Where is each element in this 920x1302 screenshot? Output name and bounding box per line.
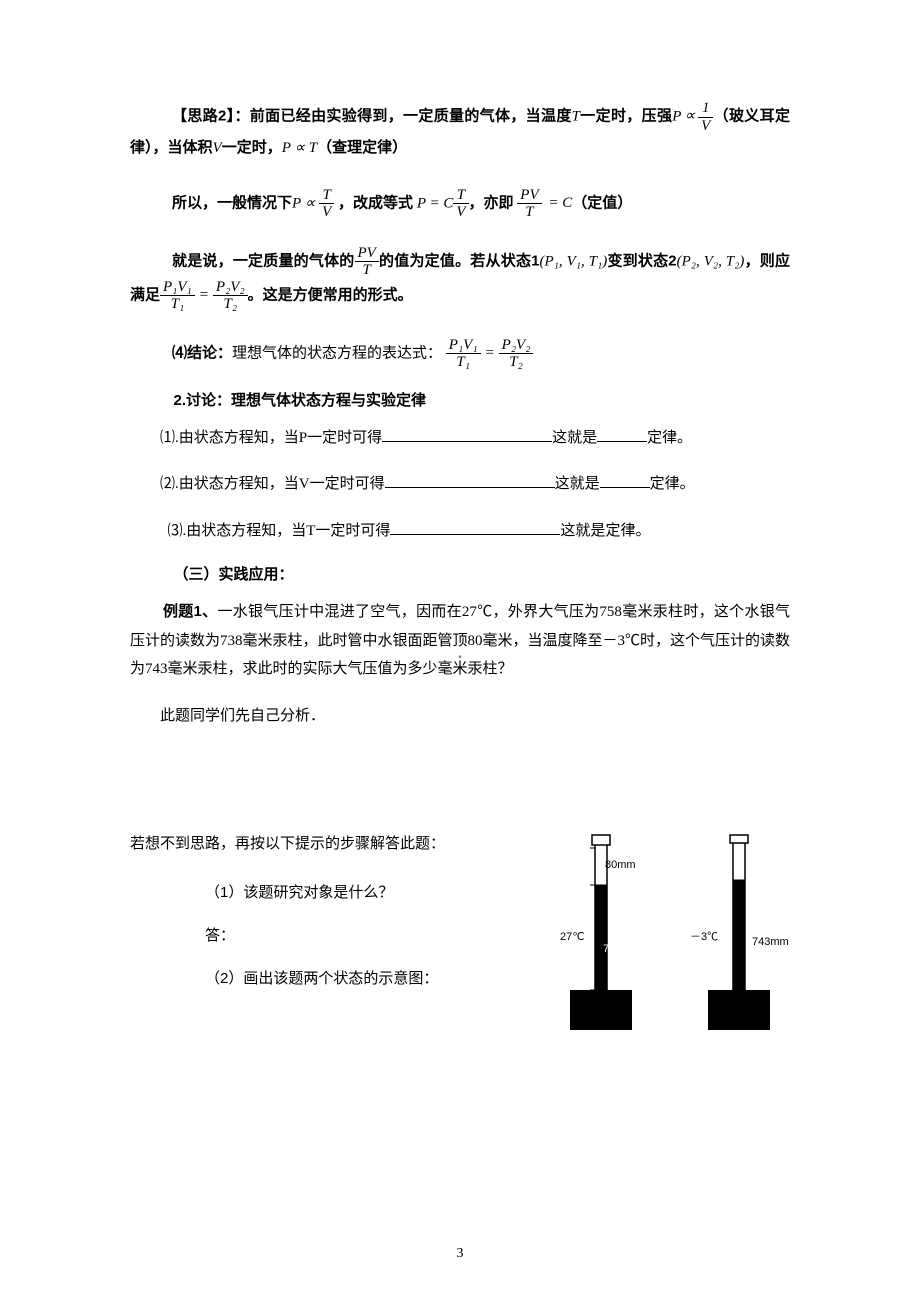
text: 的值为定值。若从状态1 xyxy=(379,252,540,269)
fill-blank[interactable] xyxy=(597,425,647,442)
right-tube-svg: －3℃ 743mm xyxy=(690,835,789,1030)
eq-C: = C xyxy=(548,195,572,211)
frac-1-over-V: 1V xyxy=(698,100,713,134)
label-738mm: 738mm xyxy=(603,943,640,955)
paragraph-general-case: 所以，一般情况下P ∝ TV ，改成等式 P = CTV，亦即 PVT = C（… xyxy=(130,187,790,221)
barometer-figure: 80mm 27℃ 738mm －3℃ 743mm xyxy=(530,830,790,1045)
fill-blank[interactable] xyxy=(385,472,555,489)
frac-P2V2-T2: P₂V₂T₂ xyxy=(213,279,248,313)
discussion-item-3: ⑶.由状态方程知，当T一定时可得 这就是定律。 xyxy=(130,517,790,546)
thought-label: 【思路2】：前面已经由实验得到，一定质量的气体，当温度 xyxy=(172,107,572,124)
example-label: 例题1、 xyxy=(163,603,217,620)
text: ，改成等式 xyxy=(338,194,413,211)
center-dot-marker: ▪ xyxy=(458,652,462,663)
var-T: T xyxy=(572,108,580,124)
discussion-item-2: ⑵.由状态方程知，当V一定时可得 这就是 定律。 xyxy=(130,470,790,499)
frac-left: P₁V₁T₁ xyxy=(446,337,481,371)
text: 定律。 xyxy=(647,430,692,446)
frac-right: P₂V₂T₂ xyxy=(499,337,534,371)
text: 定律。 xyxy=(605,523,650,539)
conclusion-label: ⑷结论： xyxy=(172,344,232,361)
left-tube-svg: 80mm 27℃ 738mm xyxy=(560,835,640,1030)
conclusion-line: ⑷结论：理想气体的状态方程的表达式： P₁V₁T₁=P₂V₂T₂ xyxy=(130,337,790,371)
label-minus3C: －3℃ xyxy=(690,931,718,943)
text: ，亦即 xyxy=(469,194,514,211)
frac-PV-over-T: PVT xyxy=(355,245,379,279)
eq: = xyxy=(485,345,495,361)
var-V: V xyxy=(213,140,222,156)
frac-P1V1-T1: P₁V₁T₁ xyxy=(160,279,195,313)
eq: = xyxy=(199,287,209,303)
fill-blank[interactable] xyxy=(382,425,552,442)
discussion-item-1: ⑴.由状态方程知，当P一定时可得 这就是 定律。 xyxy=(130,424,790,453)
expr: P ∝ xyxy=(292,195,315,211)
var-P: P xyxy=(672,108,681,124)
text: 。这是方便常用的形式。 xyxy=(248,286,413,303)
conclusion-text: 理想气体的状态方程的表达式： xyxy=(232,345,442,361)
text: （定值） xyxy=(572,194,632,211)
fill-blank[interactable] xyxy=(600,472,650,489)
expr: P = C xyxy=(417,195,454,211)
frac-T-over-V: TV xyxy=(319,187,334,221)
page-number: 3 xyxy=(457,1246,464,1262)
frac-T-over-V-2: TV xyxy=(453,187,468,221)
text: 这就是 xyxy=(552,430,597,446)
analyze-note: 此题同学们先自己分析． xyxy=(130,702,790,731)
text: 这就是 xyxy=(555,476,600,492)
text: 这就是 xyxy=(560,523,605,539)
label-80mm: 80mm xyxy=(605,859,636,871)
paragraph-constant-value: 就是说，一定质量的气体的PVT的值为定值。若从状态1(P₁, V₁, T₁)变到… xyxy=(130,245,790,313)
text: 一定时， xyxy=(222,139,282,156)
frac-PV-over-T: PVT xyxy=(517,187,541,221)
state-2: (P₂, V₂, T₂) xyxy=(677,253,745,269)
label-27C: 27℃ xyxy=(560,931,585,943)
text: 定律。 xyxy=(650,476,695,492)
text: ⑵.由状态方程知，当V一定时可得 xyxy=(160,476,385,492)
example-text: 一水银气压计中混进了空气，因而在27℃，外界大气压为758毫米汞柱时，这个水银气… xyxy=(130,604,790,677)
example-1: 例题1、一水银气压计中混进了空气，因而在27℃，外界大气压为758毫米汞柱时，这… xyxy=(130,598,790,684)
paragraph-thought-2: 【思路2】：前面已经由实验得到，一定质量的气体，当温度T一定时，压强P∝1V（玻… xyxy=(130,100,790,163)
text: （查理定律） xyxy=(317,139,407,156)
propto: ∝ xyxy=(684,108,695,124)
practice-title: （三）实践应用： xyxy=(130,563,790,584)
text: 一定时，压强 xyxy=(580,107,672,124)
text: ⑶.由状态方程知，当T一定时可得 xyxy=(168,523,391,539)
fill-blank[interactable] xyxy=(390,518,560,535)
text: ⑴.由状态方程知，当P一定时可得 xyxy=(160,430,382,446)
text: 所以，一般情况下 xyxy=(172,194,292,211)
text: 就是说，一定质量的气体的 xyxy=(172,252,355,269)
expr-PT: P ∝ T xyxy=(282,140,317,156)
state-1: (P₁, V₁, T₁) xyxy=(540,253,608,269)
discussion-title: 2.讨论：理想气体状态方程与实验定律 xyxy=(130,389,790,410)
text: 变到状态2 xyxy=(607,252,676,269)
label-743mm: 743mm xyxy=(752,936,789,948)
